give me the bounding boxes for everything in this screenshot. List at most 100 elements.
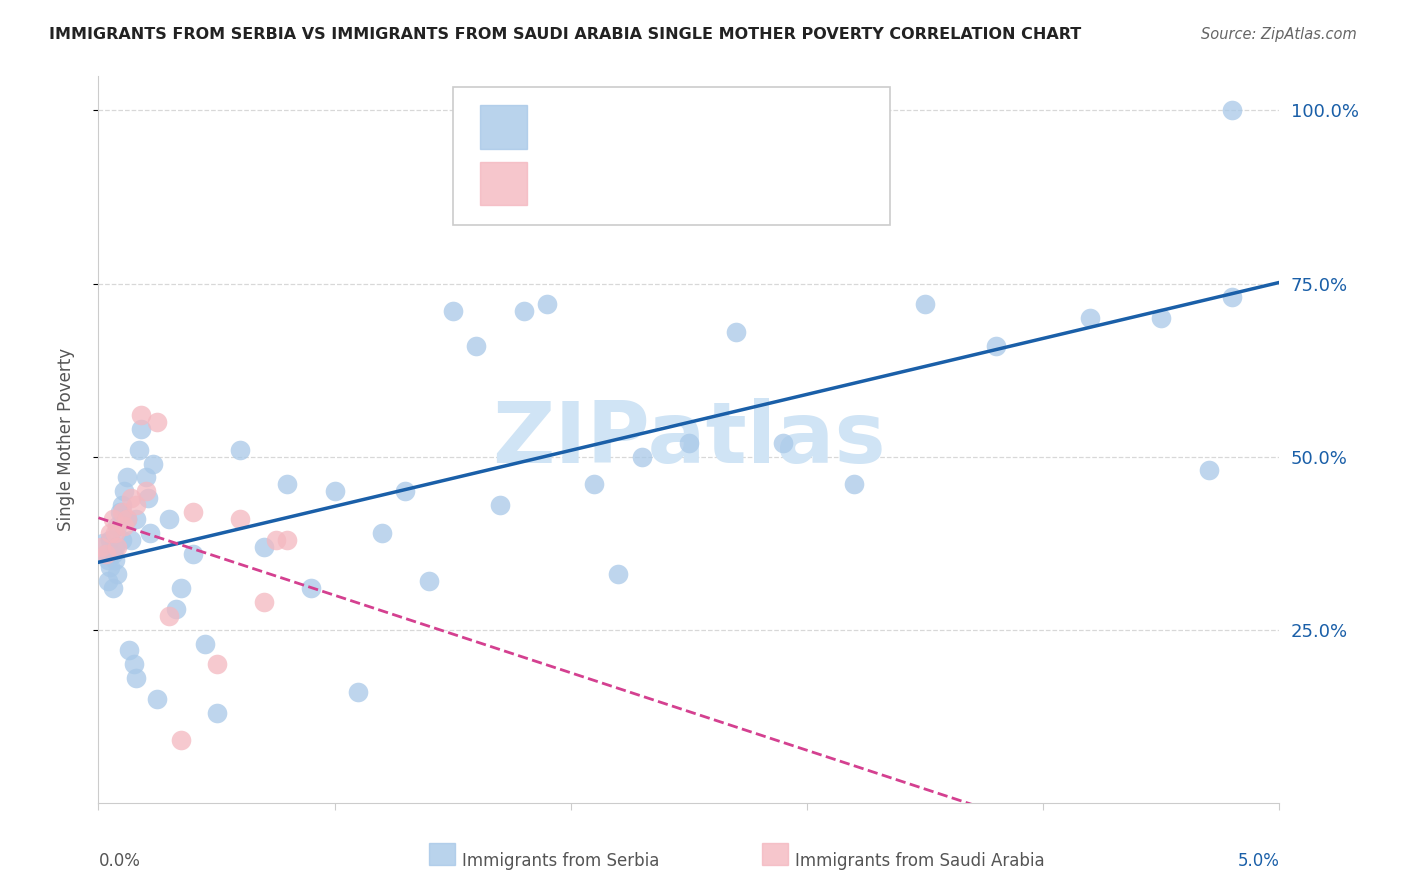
Point	[170, 733, 193, 747]
Point	[371, 525, 394, 540]
Point	[1150, 311, 1173, 326]
Text: Immigrants from Saudi Arabia: Immigrants from Saudi Arabia	[796, 852, 1045, 871]
Point	[129, 422, 152, 436]
Point	[181, 547, 204, 561]
Text: N = 22: N = 22	[718, 175, 782, 193]
Point	[146, 415, 169, 429]
Point	[101, 512, 124, 526]
Point	[121, 533, 143, 547]
Point	[276, 477, 298, 491]
Text: IMMIGRANTS FROM SERBIA VS IMMIGRANTS FROM SAUDI ARABIA SINGLE MOTHER POVERTY COR: IMMIGRANTS FROM SERBIA VS IMMIGRANTS FRO…	[49, 27, 1081, 42]
Point	[394, 484, 416, 499]
Text: R = 0.055: R = 0.055	[538, 175, 630, 193]
Point	[229, 512, 252, 526]
Point	[678, 435, 700, 450]
Point	[181, 505, 204, 519]
Bar	[479, 161, 527, 205]
Point	[125, 671, 148, 685]
Point	[170, 581, 193, 595]
Point	[101, 581, 124, 595]
Point	[253, 540, 276, 554]
Point	[97, 553, 120, 567]
Point	[583, 477, 606, 491]
Point	[844, 477, 866, 491]
Point	[98, 525, 121, 540]
Point	[98, 560, 121, 574]
Point	[94, 547, 117, 561]
Point	[105, 567, 128, 582]
Point	[94, 547, 117, 561]
Point	[104, 553, 127, 567]
Point	[299, 581, 322, 595]
Point	[347, 685, 370, 699]
Point	[98, 533, 121, 547]
Point	[108, 505, 131, 519]
Point	[264, 533, 287, 547]
Point	[205, 706, 228, 720]
Point	[512, 304, 534, 318]
Point	[135, 484, 157, 499]
Text: R = 0.587: R = 0.587	[538, 116, 630, 135]
Point	[104, 540, 127, 554]
Point	[165, 602, 187, 616]
Point	[112, 484, 135, 499]
Point	[772, 435, 794, 450]
Point	[984, 339, 1007, 353]
Point	[105, 519, 128, 533]
Bar	[479, 105, 527, 148]
Point	[115, 512, 138, 526]
Point	[157, 608, 180, 623]
Point	[111, 505, 134, 519]
Bar	[762, 843, 789, 864]
Point	[136, 491, 159, 505]
Text: 0.0%: 0.0%	[98, 852, 141, 871]
Point	[1198, 463, 1220, 477]
Point	[111, 498, 134, 512]
Point	[229, 442, 252, 457]
Point	[91, 536, 114, 550]
Point	[112, 519, 135, 533]
Point	[418, 574, 440, 589]
Point	[104, 525, 127, 540]
Point	[122, 657, 145, 672]
Point	[128, 442, 150, 457]
Point	[276, 533, 298, 547]
Point	[101, 547, 124, 561]
Point	[194, 636, 217, 650]
Text: ZIPatlas: ZIPatlas	[492, 398, 886, 481]
Point	[125, 512, 148, 526]
Point	[146, 692, 169, 706]
Point	[1220, 103, 1243, 118]
Bar	[429, 843, 456, 864]
Point	[1080, 311, 1102, 326]
Point	[142, 457, 165, 471]
Point	[139, 525, 162, 540]
Point	[115, 470, 138, 484]
Text: N = 64: N = 64	[718, 116, 782, 135]
Y-axis label: Single Mother Poverty: Single Mother Poverty	[56, 348, 75, 531]
Point	[725, 325, 748, 339]
Point	[125, 498, 148, 512]
Point	[253, 595, 276, 609]
Point	[465, 339, 488, 353]
Point	[97, 574, 120, 589]
Point	[607, 567, 630, 582]
Point	[536, 297, 558, 311]
FancyBboxPatch shape	[453, 87, 890, 225]
Point	[205, 657, 228, 672]
Text: 5.0%: 5.0%	[1237, 852, 1279, 871]
Point	[914, 297, 936, 311]
Point	[90, 540, 112, 554]
Point	[441, 304, 464, 318]
Point	[157, 512, 180, 526]
Point	[111, 533, 134, 547]
Point	[129, 408, 152, 422]
Point	[121, 491, 143, 505]
Point	[630, 450, 652, 464]
Point	[323, 484, 346, 499]
Point	[1220, 290, 1243, 304]
Point	[105, 540, 128, 554]
Point	[489, 498, 512, 512]
Text: Immigrants from Serbia: Immigrants from Serbia	[463, 852, 659, 871]
Point	[115, 512, 138, 526]
